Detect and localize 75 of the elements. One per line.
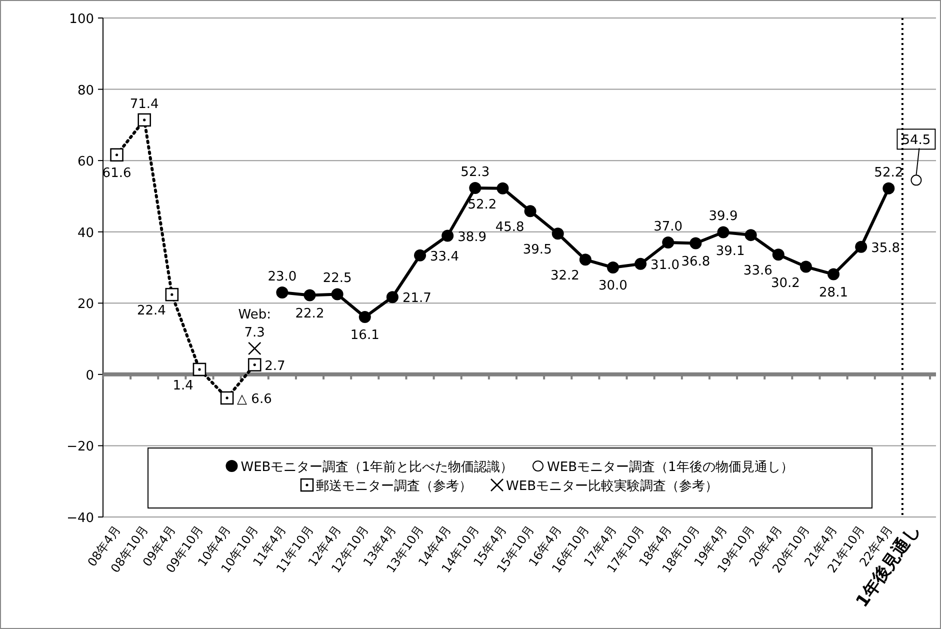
point xyxy=(165,288,179,302)
point xyxy=(248,358,262,372)
annotation: Web: xyxy=(238,307,271,322)
point xyxy=(469,182,482,194)
point xyxy=(414,249,426,262)
point xyxy=(772,248,784,261)
data-label: 52.2 xyxy=(874,165,904,180)
data-label: 39.5 xyxy=(522,242,552,258)
data-label: 35.8 xyxy=(871,240,900,256)
y-tick-label: 20 xyxy=(77,297,94,312)
data-label: 33.4 xyxy=(430,249,459,264)
point xyxy=(552,228,564,240)
data-label: 7.3 xyxy=(244,325,265,340)
data-label: 36.8 xyxy=(681,254,710,270)
y-tick-label: −40 xyxy=(66,511,94,526)
data-label: 39.9 xyxy=(708,209,738,224)
data-label: 45.8 xyxy=(495,220,524,236)
data-label: 32.2 xyxy=(550,268,580,284)
data-label: 39.1 xyxy=(716,244,745,260)
point xyxy=(358,311,371,324)
data-label: 22.5 xyxy=(322,271,352,286)
y-tick-label: 40 xyxy=(77,226,94,241)
point xyxy=(138,113,151,127)
data-label: 37.0 xyxy=(654,220,683,235)
data-label: 33.6 xyxy=(743,264,772,279)
data-label: 52.2 xyxy=(468,197,497,212)
point xyxy=(276,286,288,298)
data-label: 38.9 xyxy=(458,230,487,245)
data-label: 23.0 xyxy=(268,269,297,284)
point xyxy=(579,254,592,266)
data-label: 16.1 xyxy=(350,328,380,344)
y-tick-label: 80 xyxy=(77,83,94,98)
point xyxy=(220,391,234,405)
data-label: 21.7 xyxy=(402,291,432,306)
data-label: 61.6 xyxy=(102,166,132,181)
point xyxy=(110,148,124,162)
point xyxy=(304,289,316,302)
legend-label: WEBモニター調査（1年後の物価見通し） xyxy=(547,460,794,475)
data-label: 28.1 xyxy=(819,285,848,300)
y-tick-label: 0 xyxy=(86,368,94,384)
point xyxy=(192,362,206,376)
point xyxy=(910,174,922,186)
point xyxy=(634,258,647,270)
point xyxy=(606,262,619,274)
point xyxy=(800,260,812,273)
legend-label: 郵送モニター調査（参考） xyxy=(316,479,472,494)
legend-label: WEBモニター調査（1年前と比べた物価認識） xyxy=(240,460,513,475)
legend-label: WEBモニター比較実験調査（参考） xyxy=(506,478,718,494)
annotation: △ 6.6 xyxy=(237,392,272,407)
point xyxy=(717,226,730,238)
data-label: 22.4 xyxy=(136,304,166,319)
y-tick-label: 100 xyxy=(69,12,94,27)
data-label: 22.2 xyxy=(295,306,324,322)
point xyxy=(331,288,344,300)
point xyxy=(496,182,509,194)
data-label: 1.4 xyxy=(172,378,194,394)
point xyxy=(442,230,454,242)
data-label: 30.0 xyxy=(598,278,628,294)
point xyxy=(524,205,536,218)
point xyxy=(828,268,840,280)
point xyxy=(744,229,757,242)
point xyxy=(662,236,674,249)
point xyxy=(690,237,702,250)
data-label: 71.4 xyxy=(130,96,159,112)
y-tick-label: 60 xyxy=(77,154,94,170)
y-tick-label: −20 xyxy=(66,440,94,455)
point xyxy=(882,182,895,194)
data-label: 30.2 xyxy=(770,276,800,291)
data-label: 54.5 xyxy=(902,133,931,148)
data-label: 52.3 xyxy=(460,165,490,180)
data-label: 31.0 xyxy=(650,258,680,273)
point xyxy=(855,240,868,253)
point xyxy=(386,291,398,304)
data-label: 2.7 xyxy=(264,358,286,374)
point xyxy=(248,342,262,356)
